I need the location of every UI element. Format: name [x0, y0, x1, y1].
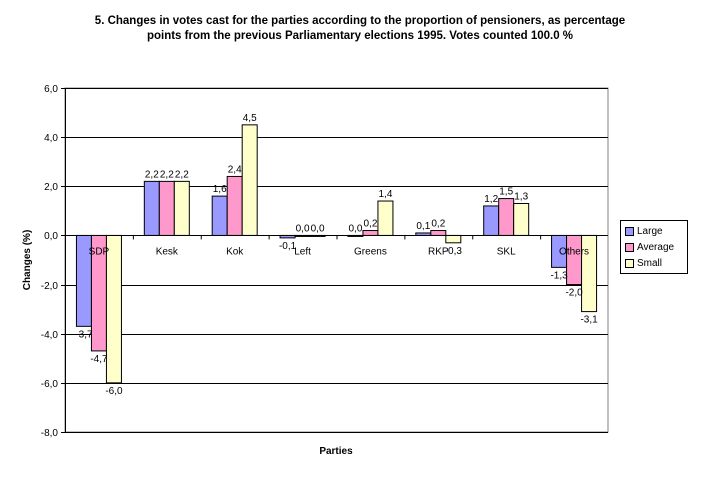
data-label: -3,7: [75, 329, 93, 340]
data-labels: -3,7 2,2 1,6 -0,1 0,0 0,1 1,2 -1,3 -4,7 2,2 2,4 0,0…: [75, 113, 598, 397]
data-label: -1,3: [550, 270, 568, 281]
y-tick-label: 6,0: [44, 84, 58, 95]
y-tick-label: -6,0: [41, 379, 59, 390]
y-tick-label: 2,0: [44, 182, 58, 193]
bar-average-others: [566, 234, 583, 286]
bar-large-kesk: [143, 180, 160, 236]
data-label: 2,4: [228, 164, 242, 175]
plot-area: [64, 87, 609, 433]
category-label-left: Left: [294, 246, 311, 257]
bar-average-greens: [362, 230, 379, 236]
data-label: 0,2: [431, 219, 445, 230]
data-label: -0,1: [279, 241, 297, 252]
data-label: -4,7: [90, 354, 108, 365]
data-label: -2,0: [565, 288, 583, 299]
x-axis-title: Parties: [319, 446, 353, 457]
data-label: 0,1: [416, 221, 430, 232]
data-label: 0,0: [311, 223, 325, 234]
chart-title-line-2: points from the previous Parliamentary e…: [146, 30, 574, 42]
axes: 6,0 4,0 2,0 0,0 -2,0 -4,0 -6,0 -8,0 SDP Kesk Kok Le…: [41, 84, 608, 439]
legend-item-average: Average: [621, 239, 687, 255]
data-label: -0,3: [445, 246, 463, 257]
category-label-skl: SKL: [497, 246, 516, 257]
legend-swatch: [625, 258, 634, 268]
data-label: 1,4: [378, 189, 392, 200]
category-label-greens: Greens: [354, 246, 387, 257]
data-label: 4,5: [243, 113, 257, 124]
data-label: -6,0: [105, 386, 123, 397]
legend: Large Average Small: [620, 220, 688, 274]
legend-item-small: Small: [621, 255, 687, 271]
data-label: 1,2: [484, 194, 498, 205]
category-label-sdp: SDP: [89, 246, 110, 257]
y-tick-label: 0,0: [44, 231, 58, 242]
y-tick-label: -4,0: [41, 330, 59, 341]
data-label: 0,0: [348, 223, 362, 234]
data-label: 2,2: [175, 169, 189, 180]
bar-small-sdp: [105, 234, 122, 384]
category-label-others: Others: [559, 246, 589, 257]
legend-label: Average: [637, 241, 675, 253]
legend-item-large: Large: [621, 223, 687, 239]
bar-average-kok: [226, 175, 243, 236]
bar-large-kok: [211, 195, 228, 236]
data-label: 2,2: [160, 169, 174, 180]
y-axis-title: Changes (%): [22, 230, 33, 291]
data-label: 1,3: [514, 191, 528, 202]
legend-label: Small: [637, 257, 663, 269]
bar-average-rkp: [430, 230, 447, 236]
data-label: 1,5: [499, 187, 513, 198]
bar-average-kesk: [158, 180, 175, 236]
bar-small-greens: [377, 200, 394, 236]
legend-label: Large: [637, 225, 663, 237]
y-tick-label: 4,0: [44, 133, 58, 144]
data-label: 2,2: [145, 169, 159, 180]
chart-title: 5. Changes in votes cast for the parties…: [40, 14, 680, 44]
y-tick-label: -2,0: [41, 281, 59, 292]
y-tick-label: -8,0: [41, 428, 59, 439]
category-label-kesk: Kesk: [156, 246, 179, 257]
category-label-kok: Kok: [226, 246, 244, 257]
data-label: 0,0: [296, 223, 310, 234]
gridlines: [64, 87, 609, 433]
bar-small-kesk: [173, 180, 190, 236]
data-label: 1,6: [213, 184, 227, 195]
bar-small-kok: [241, 124, 258, 236]
category-label-rkp: RKP: [428, 246, 449, 257]
data-label: 0,2: [363, 219, 377, 230]
bar-small-skl: [513, 202, 530, 236]
legend-swatch: [625, 242, 634, 252]
bar-large-skl: [483, 205, 500, 236]
bar-average-skl: [498, 198, 515, 236]
legend-swatch: [625, 226, 634, 236]
data-label: -3,1: [580, 315, 598, 326]
bar-small-rkp: [445, 234, 462, 244]
chart-title-line-1: 5. Changes in votes cast for the parties…: [94, 15, 626, 27]
bars: [75, 124, 598, 384]
